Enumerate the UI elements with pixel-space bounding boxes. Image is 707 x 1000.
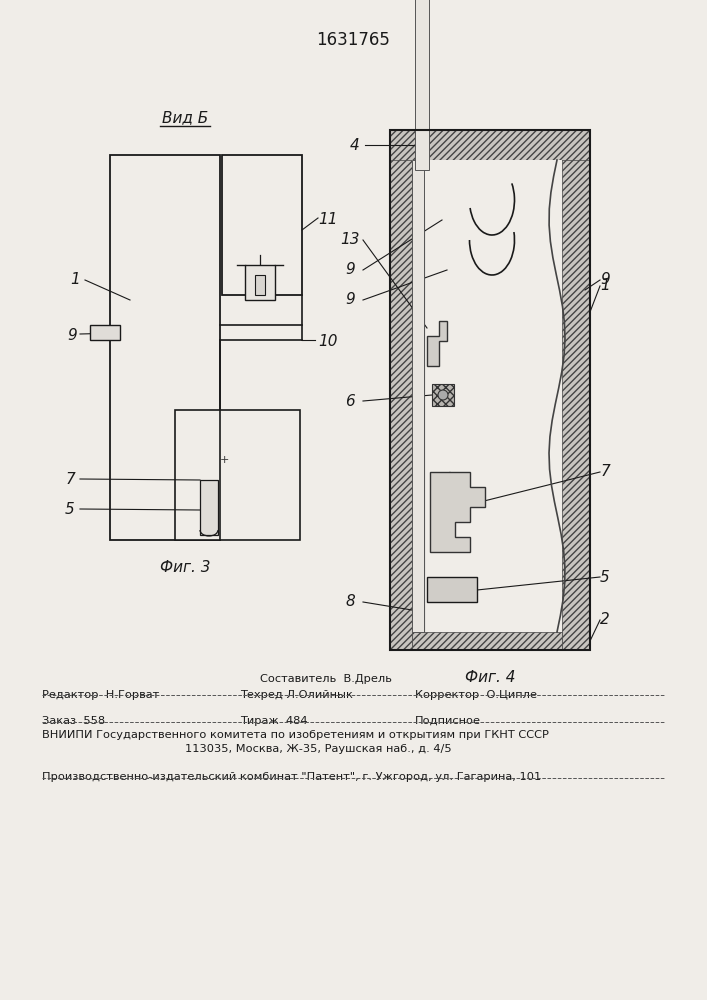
Bar <box>412 160 424 632</box>
Polygon shape <box>427 321 447 366</box>
Text: Фиг. 4: Фиг. 4 <box>464 670 515 685</box>
Bar <box>412 632 562 650</box>
Text: Фиг. 3: Фиг. 3 <box>160 560 210 575</box>
Text: Заказ  558: Заказ 558 <box>42 716 105 726</box>
Text: ВНИИПИ Государственного комитета по изобретениям и открытиям при ГКНТ СССР: ВНИИПИ Государственного комитета по изоб… <box>42 730 549 740</box>
Text: 2: 2 <box>600 612 610 628</box>
Text: 1: 1 <box>70 272 80 288</box>
Text: 1: 1 <box>600 278 610 294</box>
Bar <box>412 160 562 632</box>
Bar <box>427 577 477 602</box>
Text: +: + <box>219 455 228 465</box>
Bar <box>175 410 300 540</box>
Bar <box>110 155 220 540</box>
Circle shape <box>438 390 448 400</box>
Text: 9: 9 <box>345 262 355 277</box>
Text: 9: 9 <box>67 328 77 342</box>
Text: Производственно-издательский комбинат "Патент", г. Ужгород, ул. Гагарина, 101: Производственно-издательский комбинат "П… <box>42 772 542 782</box>
Bar <box>390 130 412 650</box>
Text: Вид Б: Вид Б <box>162 110 208 125</box>
Text: 113035, Москва, Ж-35, Раушская наб., д. 4/5: 113035, Москва, Ж-35, Раушская наб., д. … <box>185 744 452 754</box>
Text: Составитель  В.Дрель: Составитель В.Дрель <box>260 674 392 684</box>
Text: 8: 8 <box>345 594 355 609</box>
Text: Техред Л.Олийнык: Техред Л.Олийнык <box>240 690 353 700</box>
Polygon shape <box>430 472 485 552</box>
Bar <box>222 155 302 295</box>
Text: 7: 7 <box>65 473 75 488</box>
Bar <box>432 384 454 406</box>
Bar <box>562 130 590 650</box>
Text: 1631765: 1631765 <box>316 31 390 49</box>
Bar <box>415 0 429 170</box>
Bar <box>390 130 590 650</box>
Text: 13: 13 <box>340 232 360 247</box>
Bar <box>390 130 590 160</box>
Text: Корректор  О.Ципле: Корректор О.Ципле <box>415 690 537 700</box>
Bar <box>90 325 120 340</box>
Text: 4: 4 <box>350 137 360 152</box>
Text: 6: 6 <box>345 393 355 408</box>
Text: 5: 5 <box>65 502 75 518</box>
Text: 5: 5 <box>600 570 610 584</box>
Text: Подписное: Подписное <box>415 716 481 726</box>
Text: 9: 9 <box>345 292 355 308</box>
Bar <box>200 480 218 535</box>
Bar <box>255 275 265 295</box>
Text: 10: 10 <box>318 334 337 350</box>
Bar <box>245 265 275 300</box>
Text: 7: 7 <box>600 464 610 480</box>
Text: 9: 9 <box>600 272 610 288</box>
Text: Редактор  Н.Горват: Редактор Н.Горват <box>42 690 159 700</box>
Text: 11: 11 <box>318 213 337 228</box>
Text: Тираж  484: Тираж 484 <box>240 716 308 726</box>
Bar <box>390 130 590 650</box>
